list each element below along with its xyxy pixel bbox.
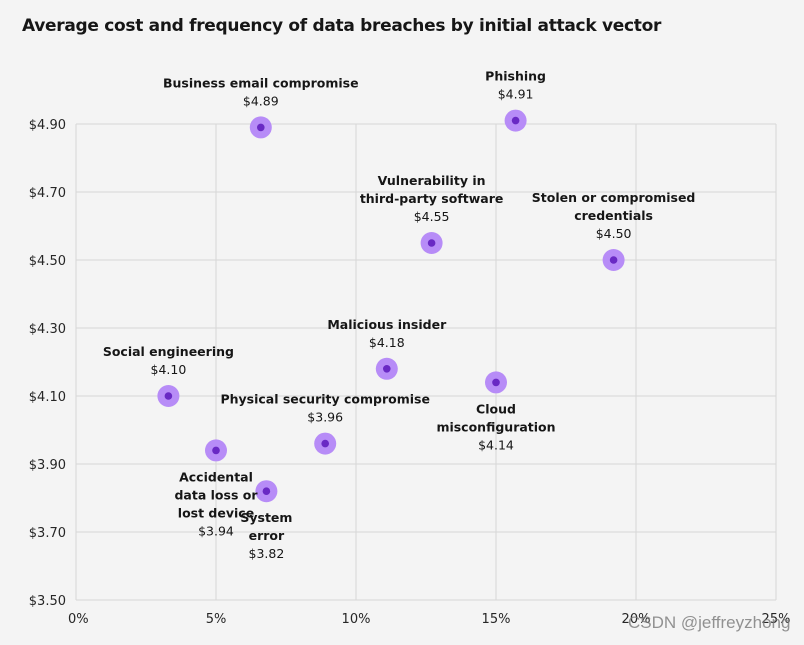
data-label-name: Business email compromise (163, 75, 359, 90)
x-tick-label: 0% (68, 612, 89, 627)
data-label-name: error (249, 528, 285, 543)
y-axis-ticks: $4.90 $4.70 $4.50 $4.30 $4.10 $3.90 $3.70 $3.50 (29, 118, 66, 609)
data-label-value: $4.10 (151, 362, 187, 377)
data-label: Accidental data loss or lost device $3.94 (174, 469, 258, 538)
data-label-name: credentials (574, 208, 653, 223)
data-point (205, 439, 227, 462)
data-label-name: Phishing (485, 69, 546, 84)
y-tick-label: $3.90 (29, 458, 66, 473)
data-label-name: Vulnerability in (378, 173, 486, 188)
data-point-dot (427, 239, 436, 247)
y-tick-label: $3.70 (29, 526, 66, 541)
data-label-value: $4.91 (498, 87, 534, 102)
x-tick-label: 25% (762, 612, 791, 627)
x-tick-label: 20% (622, 612, 651, 627)
data-label-value: $4.50 (596, 226, 632, 241)
data-label-value: $4.55 (414, 209, 450, 224)
data-point-dot (164, 392, 173, 400)
y-tick-label: $4.10 (29, 390, 66, 405)
data-point (375, 357, 398, 380)
data-label-value: $4.14 (478, 437, 514, 452)
data-label-name: Cloud (476, 401, 516, 416)
data-point (504, 109, 527, 132)
data-point-dot (257, 123, 265, 132)
data-point (255, 480, 278, 503)
data-label: Business email compromise $4.89 (163, 75, 359, 108)
data-label-name: Accidental (179, 469, 253, 484)
data-label-value: $4.89 (243, 93, 279, 108)
data-points (157, 109, 625, 503)
data-point-dot (212, 446, 220, 455)
y-tick-label: $4.70 (29, 186, 66, 201)
data-label: Vulnerability in third-party software $4.5… (360, 173, 504, 224)
data-label-name: System (240, 510, 292, 525)
data-point (420, 232, 443, 254)
data-label-name: lost device (178, 505, 254, 520)
x-tick-label: 5% (206, 612, 227, 627)
data-label-value: $3.82 (249, 546, 285, 561)
data-point (602, 249, 625, 271)
data-point (485, 371, 507, 394)
x-tick-label: 15% (482, 612, 511, 627)
chart-title: Average cost and frequency of data breac… (22, 16, 662, 36)
data-point-dot (609, 256, 618, 264)
y-tick-label: $3.50 (29, 594, 66, 609)
data-label: System error $3.82 (240, 510, 292, 561)
x-tick-label: 10% (342, 612, 371, 627)
data-point (249, 116, 272, 139)
data-label-name: misconfiguration (436, 419, 555, 434)
data-label: Social engineering $4.10 (103, 344, 234, 377)
data-label-value: $3.94 (198, 523, 234, 538)
grid (75, 123, 777, 601)
data-point (157, 385, 180, 407)
data-label-name: Malicious insider (327, 317, 447, 332)
data-point-dot (492, 378, 500, 387)
data-label-name: data loss or (174, 487, 258, 502)
data-point-dot (383, 365, 391, 373)
y-tick-label: $4.90 (29, 118, 66, 133)
data-point-dot (511, 116, 520, 125)
data-label: Stolen or compromised credentials $4.50 (532, 190, 696, 241)
data-point (314, 432, 337, 455)
data-label-value: $3.96 (307, 410, 343, 425)
data-label-name: third-party software (360, 191, 504, 206)
data-label: Cloud misconfiguration $4.14 (436, 401, 555, 452)
x-axis-ticks: 0% 5% 10% 15% 20% 25% (68, 612, 790, 627)
data-label-name: Social engineering (103, 344, 234, 359)
data-label-value: $4.18 (369, 335, 405, 350)
watermark: CSDN @jeffreyzhong (628, 613, 791, 632)
data-labels: Business email compromise $4.89 Phishing $4… (103, 69, 696, 562)
data-point-dot (262, 487, 271, 496)
data-label: Malicious insider $4.18 (327, 317, 447, 350)
data-label-name: Stolen or compromised (532, 190, 696, 205)
data-point-dot (321, 439, 330, 448)
y-tick-label: $4.30 (29, 322, 66, 337)
data-label-name: Physical security compromise (220, 392, 430, 407)
y-tick-label: $4.50 (29, 254, 66, 269)
data-label: Physical security compromise $3.96 (220, 392, 430, 425)
data-label: Phishing $4.91 (485, 69, 546, 102)
